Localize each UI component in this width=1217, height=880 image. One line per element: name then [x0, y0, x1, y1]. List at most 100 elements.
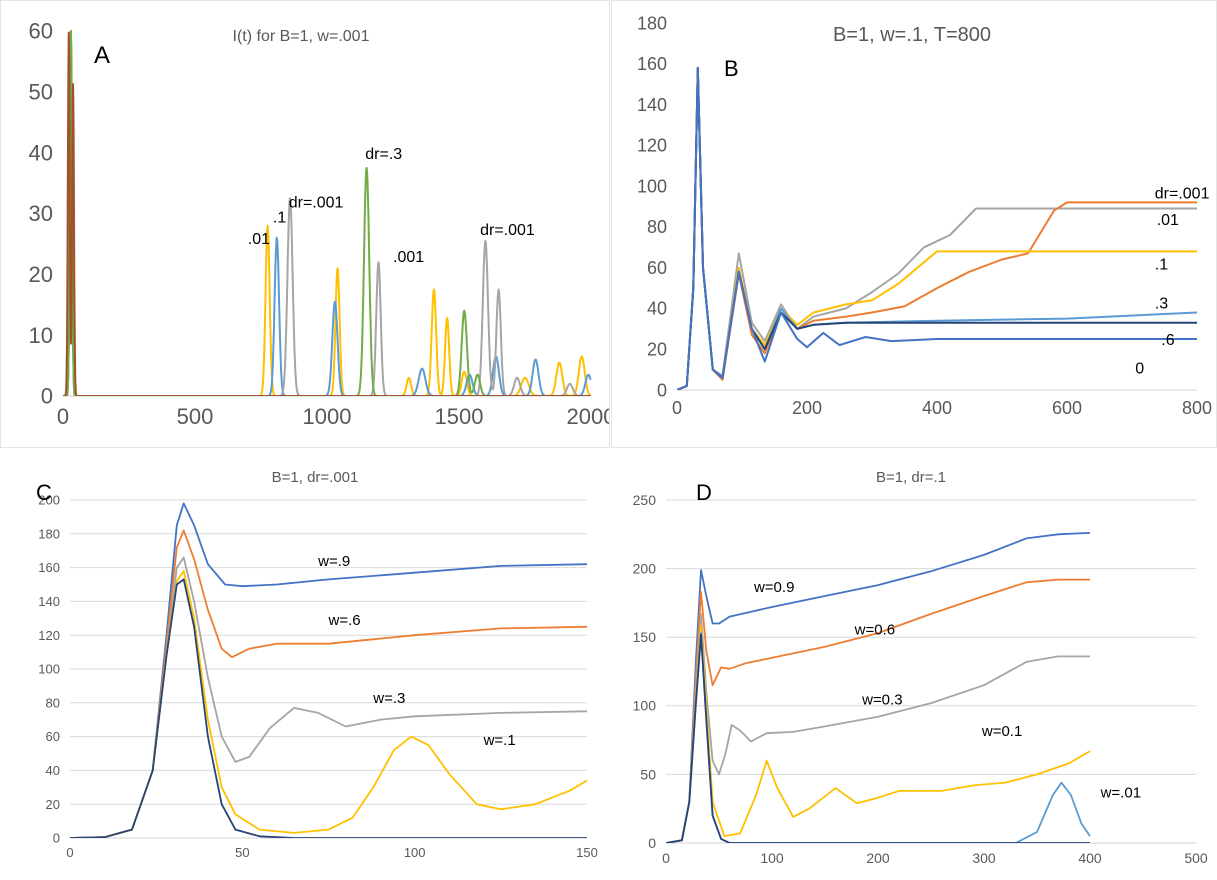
annotation-b-0: dr=.001 — [1155, 185, 1210, 202]
y-tick-label-a-0: 0 — [41, 384, 53, 409]
y-tick-label-c-1: 20 — [46, 797, 60, 812]
annotation-a-1: .1 — [273, 210, 286, 227]
annotation-b-5: 0 — [1135, 361, 1144, 378]
y-tick-label-a-5: 50 — [29, 80, 53, 105]
y-tick-label-c-2: 40 — [46, 763, 60, 778]
x-tick-label-c-1: 50 — [235, 845, 249, 860]
annotation-d-0: w=0.9 — [753, 579, 794, 596]
annotation-d-1: w=0.6 — [854, 621, 895, 638]
y-tick-label-c-6: 120 — [38, 628, 60, 643]
y-tick-label-d-0: 0 — [648, 835, 656, 851]
series-line-a-2 — [63, 30, 592, 396]
panel-c: 0 50 100 150 0 20 40 60 80 100 120 140 160 180 200 B=1,… — [0, 450, 608, 880]
annotation-d-4: w=.01 — [1100, 785, 1141, 802]
y-tick-label-c-5: 100 — [38, 662, 60, 677]
x-tick-label-c-3: 150 — [576, 845, 598, 860]
y-tick-label-d-1: 50 — [640, 766, 656, 782]
panel-d: 0 100 200 300 400 500 0 50 100 150 200 250 B=1, dr=.… — [611, 450, 1217, 880]
x-tick-label-b-3: 600 — [1052, 398, 1082, 418]
series-line-b-5 — [677, 66, 1197, 390]
panel-b: 0 200 400 600 800 0 20 40 60 80 100 120 140 160 180 B=1… — [611, 0, 1217, 448]
series-line-d-1 — [666, 578, 1090, 843]
x-tick-label-b-0: 0 — [672, 398, 682, 418]
x-tick-label-d-4: 400 — [1078, 850, 1102, 866]
x-tick-label-a-0: 0 — [57, 404, 69, 429]
panel-letter-b: B — [724, 56, 739, 81]
x-tick-label-d-0: 0 — [662, 850, 670, 866]
chart-b: 0 200 400 600 800 0 20 40 60 80 100 120 140 160 180 B=1… — [637, 13, 1212, 418]
x-tick-label-d-1: 100 — [760, 850, 784, 866]
y-tick-label-a-6: 60 — [29, 19, 53, 44]
x-tick-label-b-2: 400 — [922, 398, 952, 418]
annotation-b-1: .01 — [1157, 212, 1179, 229]
x-tick-label-d-5: 500 — [1184, 850, 1208, 866]
x-tick-label-c-0: 0 — [66, 845, 73, 860]
annotation-b-4: .6 — [1161, 332, 1174, 349]
series-line-b-4 — [677, 66, 1197, 390]
annotation-d-2: w=0.3 — [861, 691, 902, 708]
series-line-a-0 — [63, 30, 592, 396]
y-tick-label-c-0: 0 — [53, 831, 60, 846]
y-tick-label-b-9: 180 — [637, 13, 667, 33]
series-line-b-2 — [677, 66, 1197, 390]
y-tick-label-c-8: 160 — [38, 560, 60, 575]
y-tick-label-a-3: 30 — [29, 201, 53, 226]
x-tick-label-c-2: 100 — [404, 845, 426, 860]
series-line-b-3 — [677, 66, 1198, 390]
y-tick-label-b-1: 20 — [647, 340, 667, 360]
annotation-c-2: w=.3 — [372, 690, 405, 707]
series-line-d-0 — [666, 532, 1091, 843]
series-line-b-0 — [677, 66, 1197, 390]
y-tick-label-b-0: 0 — [657, 380, 667, 400]
annotation-a-3: dr=.3 — [365, 146, 402, 163]
series-line-c-2 — [70, 556, 588, 838]
series-line-c-4 — [70, 578, 587, 838]
annotation-b-3: .3 — [1155, 295, 1168, 312]
chart-d: 0 100 200 300 400 500 0 50 100 150 200 250 B=1, dr=.… — [633, 469, 1208, 866]
panel-letter-a: A — [94, 42, 110, 69]
annotation-c-3: w=.1 — [483, 732, 516, 749]
y-tick-label-a-4: 40 — [29, 140, 53, 165]
y-tick-label-a-2: 20 — [29, 262, 53, 287]
series-line-d-2 — [666, 613, 1090, 843]
y-tick-label-b-6: 120 — [637, 136, 667, 156]
x-tick-label-d-3: 300 — [972, 850, 996, 866]
annotation-a-0: .01 — [248, 231, 270, 248]
annotation-a-4: .001 — [393, 249, 424, 266]
chart-title-d: B=1, dr=.1 — [876, 469, 946, 486]
series-line-b-1 — [677, 66, 1197, 390]
y-tick-label-b-3: 60 — [647, 258, 667, 278]
x-tick-label-d-2: 200 — [866, 850, 890, 866]
x-tick-label-a-2: 1000 — [303, 404, 352, 429]
annotation-c-0: w=.9 — [317, 553, 350, 570]
x-tick-label-b-4: 800 — [1182, 398, 1212, 418]
y-tick-label-b-7: 140 — [637, 95, 667, 115]
series-line-a-1 — [63, 30, 592, 396]
x-tick-label-b-1: 200 — [792, 398, 822, 418]
chart-c: 0 50 100 150 0 20 40 60 80 100 120 140 160 180 200 B=1,… — [36, 469, 598, 860]
series-line-c-3 — [70, 570, 588, 838]
annotation-d-3: w=0.1 — [981, 723, 1022, 740]
panel-letter-c: C — [36, 480, 52, 505]
y-tick-label-c-10: 200 — [38, 493, 60, 508]
series-line-a-3 — [63, 30, 592, 396]
y-tick-label-c-7: 140 — [38, 594, 60, 609]
y-tick-label-d-3: 150 — [633, 629, 657, 645]
annotation-c-1: w=.6 — [328, 612, 361, 629]
annotation-a-2: dr=.001 — [289, 194, 344, 211]
chart-title-b: B=1, w=.1, T=800 — [833, 24, 991, 46]
panel-letter-d: D — [696, 480, 712, 505]
y-tick-label-a-1: 10 — [29, 323, 53, 348]
y-tick-label-d-2: 100 — [633, 698, 657, 714]
annotation-b-2: .1 — [1155, 257, 1168, 274]
series-line-c-1 — [70, 529, 588, 838]
y-tick-label-b-5: 100 — [637, 176, 667, 196]
chart-title-a: I(t) for B=1, w=.001 — [233, 28, 370, 45]
y-tick-label-b-2: 40 — [647, 299, 667, 319]
y-tick-label-c-3: 60 — [46, 729, 60, 744]
series-line-a-4 — [63, 31, 592, 396]
x-tick-label-a-1: 500 — [177, 404, 214, 429]
y-tick-label-b-8: 160 — [637, 54, 667, 74]
